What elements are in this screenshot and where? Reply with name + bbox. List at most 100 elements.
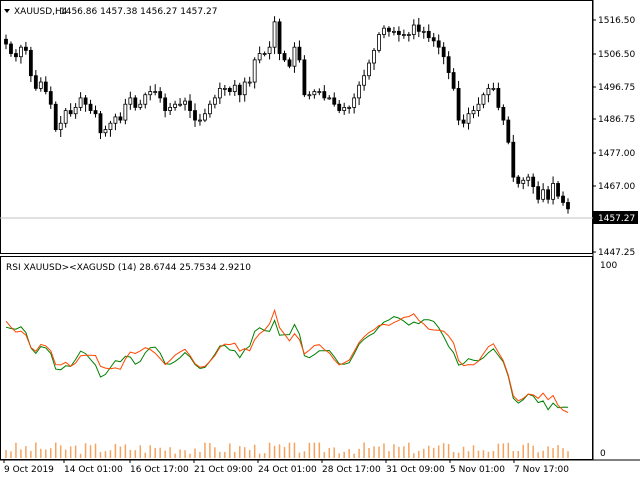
candle-body: [252, 59, 257, 83]
candle-body: [312, 91, 317, 96]
candle-body: [302, 59, 307, 96]
candle-body: [317, 91, 322, 93]
candle-body: [153, 91, 158, 93]
candle-body: [98, 113, 103, 134]
rsi-line-1: [5, 316, 569, 411]
candle-body: [536, 186, 541, 200]
candle-body: [546, 189, 551, 200]
candle-body: [486, 87, 491, 96]
candle-body: [163, 97, 168, 111]
candle-body: [551, 183, 555, 200]
candle-body: [292, 46, 297, 67]
candle-body: [327, 97, 332, 100]
candle-body: [237, 84, 242, 96]
candle-body: [561, 195, 565, 203]
candle-body: [227, 87, 232, 92]
candle-body: [138, 103, 143, 108]
time-tick-label: 5 Nov 01:00: [450, 465, 505, 475]
candle-body: [183, 100, 187, 105]
candle-body: [173, 103, 177, 108]
candle-body: [282, 53, 287, 61]
candle-body: [401, 34, 406, 36]
candle-body: [118, 116, 123, 121]
rsi-line-2: [5, 308, 569, 413]
rsi-title: RSI XAUUSD><XAGUSD (14) 28.6744 25.7534 …: [6, 263, 251, 273]
price-tick-label: 1477.00: [598, 149, 635, 159]
candle-body: [198, 119, 202, 122]
candle-body: [411, 24, 416, 35]
candle-body: [212, 97, 217, 105]
price-tick-label: 1447.25: [598, 248, 635, 258]
candle-body: [516, 176, 521, 184]
candle-body: [9, 43, 13, 54]
candle-body: [446, 56, 451, 73]
candle-body: [133, 97, 138, 108]
candle-body: [392, 30, 396, 33]
candle-body: [143, 94, 148, 105]
candle-body: [471, 110, 476, 115]
candle-body: [352, 97, 357, 108]
symbol-title: XAUUSD,H4: [14, 7, 68, 17]
current-price-label-bg: [593, 211, 638, 224]
time-tick-label: 14 Oct 01:00: [64, 465, 123, 475]
candle-body: [148, 91, 153, 96]
candle-body: [242, 81, 247, 96]
candle-body: [272, 21, 277, 48]
candle-body: [476, 103, 481, 111]
candle-body: [257, 53, 262, 61]
candle-body: [73, 107, 78, 115]
candle-body: [372, 49, 376, 64]
time-tick-label: 16 Oct 17:00: [130, 465, 189, 475]
time-axis: 9 Oct 2019 14 Oct 01:00 16 Oct 17:00 21 Oct…: [3, 460, 569, 475]
candle-body: [491, 87, 496, 90]
price-tick-label: 1506.50: [598, 50, 635, 60]
candle-body: [28, 49, 33, 77]
candle-body: [123, 103, 128, 121]
candle-body: [441, 46, 446, 58]
candle-body: [267, 46, 272, 54]
candle-body: [23, 46, 28, 51]
candle-body: [217, 87, 222, 99]
candle-body: [88, 103, 93, 111]
candle-body: [168, 107, 173, 111]
candle-body: [103, 129, 108, 134]
time-tick-label: 24 Oct 01:00: [258, 465, 317, 475]
candle-body: [53, 103, 58, 130]
candle-body: [456, 87, 461, 121]
candle-body: [357, 84, 362, 99]
candle-body: [93, 110, 98, 115]
candle-body: [481, 94, 486, 105]
candle-body: [297, 46, 302, 61]
candle-body: [541, 189, 546, 200]
candle-body: [556, 183, 560, 197]
candle-body: [83, 97, 88, 105]
candle-body: [406, 34, 411, 36]
candle-body: [367, 62, 371, 77]
candle-body: [521, 179, 526, 184]
candle-body: [262, 53, 267, 55]
candle-body: [113, 116, 118, 124]
rsi-histogram: [5, 442, 569, 458]
candle-body: [193, 110, 197, 121]
candle-body: [287, 59, 292, 67]
candle-body: [426, 30, 431, 39]
main-chart-frame: [0, 0, 593, 254]
candle-body: [277, 21, 282, 54]
candle-body: [511, 141, 516, 178]
candle-body: [377, 34, 381, 51]
candle-body: [78, 97, 83, 108]
candle-body: [332, 97, 337, 105]
candle-body: [416, 24, 421, 32]
collapse-triangle-icon[interactable]: [4, 9, 10, 13]
candle-body: [337, 103, 342, 111]
candle-body: [382, 27, 386, 35]
candle-body: [451, 72, 456, 89]
candle-body: [48, 91, 53, 105]
candle-body: [566, 202, 570, 210]
candle-body: [387, 27, 391, 32]
candle-body: [14, 53, 18, 58]
price-tick-label: 1496.75: [598, 83, 635, 93]
time-tick-label: 21 Oct 09:00: [194, 465, 253, 475]
